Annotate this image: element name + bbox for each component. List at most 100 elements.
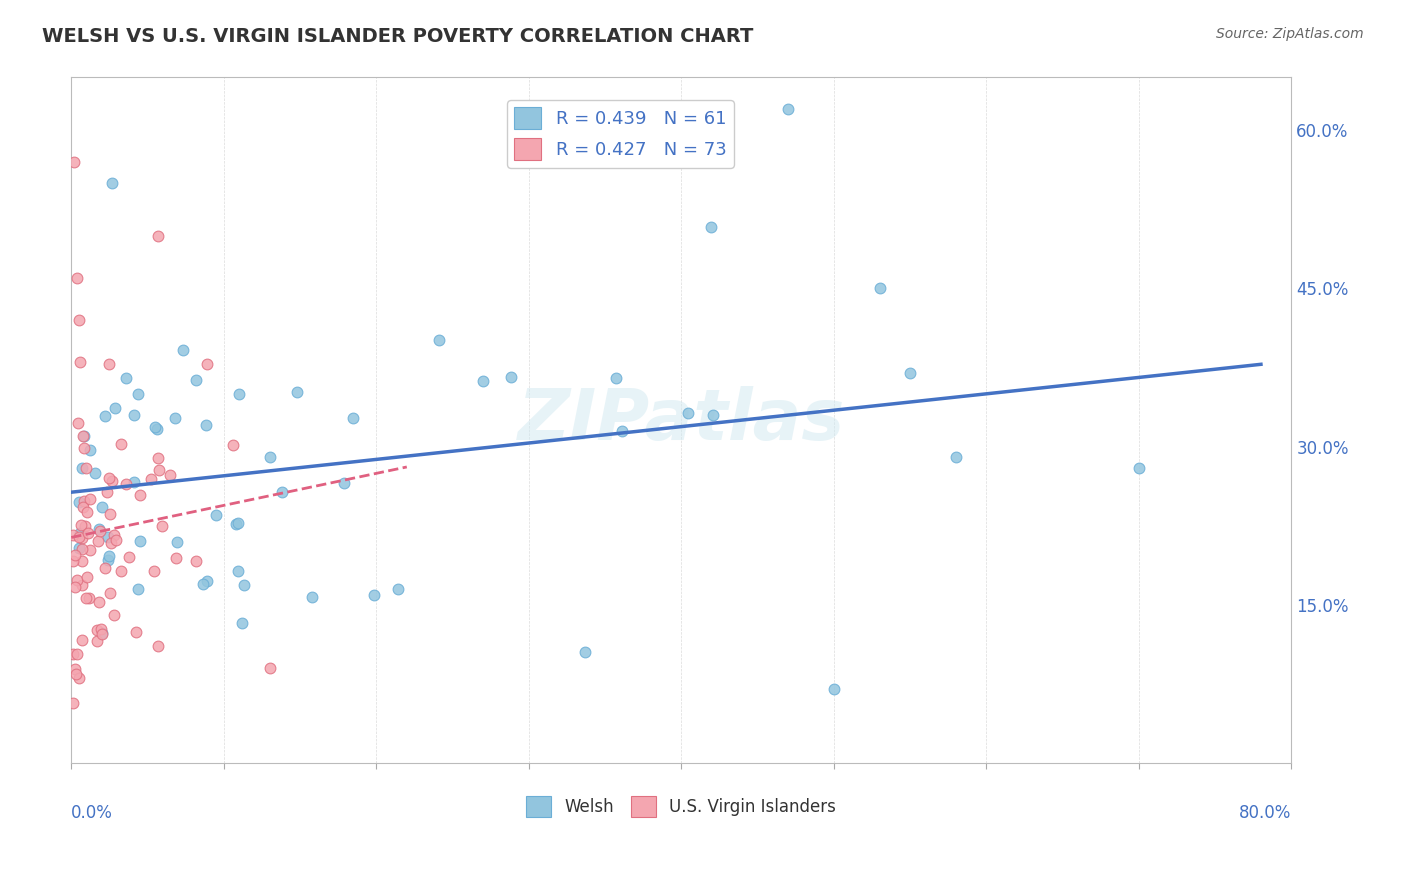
Point: [77, 591, 100, 606]
Point: [499, 370, 522, 384]
Point: [98, 470, 121, 484]
Point: [67, 313, 90, 327]
Point: [91, 626, 114, 640]
Point: [66, 647, 89, 661]
Point: [98, 507, 121, 521]
Point: [62, 553, 84, 567]
Point: [67, 494, 90, 508]
Point: [73, 441, 96, 455]
Point: [699, 219, 721, 234]
Point: [146, 450, 169, 465]
Point: [110, 436, 132, 450]
Point: [75, 591, 97, 605]
Point: [676, 406, 699, 420]
Point: [98, 357, 121, 371]
Point: [63, 154, 86, 169]
Point: [387, 582, 409, 596]
Point: [87, 595, 110, 609]
Point: [70, 578, 93, 592]
Point: [125, 625, 148, 640]
Point: [103, 608, 125, 623]
Point: [259, 661, 281, 675]
Point: [427, 333, 450, 347]
Point: [228, 387, 250, 401]
Point: [186, 373, 208, 387]
Point: [118, 550, 141, 565]
Point: [69, 525, 91, 540]
Point: [76, 526, 98, 541]
Point: [105, 533, 128, 548]
Point: [612, 424, 634, 438]
Point: [103, 528, 125, 542]
Text: 0.0%: 0.0%: [72, 805, 112, 822]
Point: [333, 476, 356, 491]
Point: [702, 408, 724, 422]
Text: Source: ZipAtlas.com: Source: ZipAtlas.com: [1216, 27, 1364, 41]
Point: [76, 505, 98, 519]
Point: [146, 228, 169, 243]
Point: [86, 633, 108, 648]
Point: [869, 281, 891, 295]
Point: [301, 590, 323, 604]
Point: [141, 471, 163, 485]
Point: [104, 401, 127, 415]
Point: [72, 531, 94, 545]
Point: [94, 561, 117, 575]
Point: [225, 516, 247, 531]
Point: [898, 366, 921, 380]
Point: [148, 639, 170, 653]
Point: [72, 429, 94, 443]
Point: [159, 468, 181, 483]
Point: [91, 626, 114, 640]
Point: [778, 102, 800, 116]
Point: [86, 623, 108, 637]
Point: [172, 343, 194, 357]
Text: WELSH VS U.S. VIRGIN ISLANDER POVERTY CORRELATION CHART: WELSH VS U.S. VIRGIN ISLANDER POVERTY CO…: [42, 27, 754, 45]
Point: [122, 475, 145, 490]
Point: [143, 420, 166, 434]
Point: [129, 488, 152, 502]
Point: [84, 466, 107, 480]
Point: [79, 492, 101, 507]
Point: [70, 461, 93, 475]
Text: ZIPatlas: ZIPatlas: [517, 385, 845, 455]
Point: [945, 450, 967, 465]
Point: [100, 535, 122, 549]
Point: [97, 553, 120, 567]
Point: [97, 530, 120, 544]
Point: [70, 633, 93, 648]
Point: [72, 500, 94, 515]
Point: [67, 672, 90, 686]
Point: [128, 534, 150, 549]
Point: [127, 582, 149, 597]
Point: [342, 411, 364, 425]
Point: [150, 518, 173, 533]
Point: [231, 616, 253, 631]
Point: [79, 543, 101, 558]
Point: [94, 409, 117, 424]
Point: [115, 476, 138, 491]
Point: [70, 554, 93, 568]
Point: [89, 623, 111, 637]
Point: [226, 516, 249, 530]
Point: [574, 645, 596, 659]
Point: [472, 375, 495, 389]
Point: [70, 518, 93, 533]
Point: [69, 355, 91, 369]
Point: [285, 385, 308, 400]
Point: [87, 533, 110, 548]
Point: [66, 417, 89, 431]
Point: [163, 410, 186, 425]
Point: [91, 500, 114, 515]
Point: [166, 550, 188, 565]
Point: [193, 577, 215, 591]
Point: [194, 418, 217, 433]
Point: [62, 697, 84, 711]
Point: [148, 463, 170, 477]
Point: [76, 460, 98, 475]
Text: 80.0%: 80.0%: [1239, 805, 1292, 822]
Point: [100, 586, 122, 600]
Point: [63, 663, 86, 677]
Point: [195, 357, 218, 371]
Point: [97, 549, 120, 563]
